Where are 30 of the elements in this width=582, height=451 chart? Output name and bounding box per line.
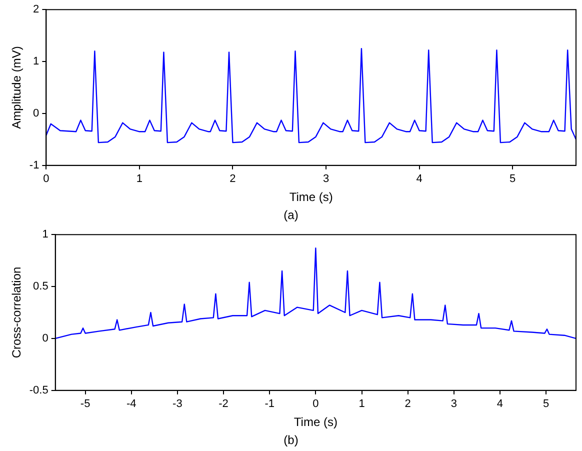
x-tick-label: 4 <box>416 173 422 186</box>
x-tick-label: 4 <box>496 398 504 410</box>
x-tick-label: -5 <box>80 398 90 410</box>
x-tick-label: 5 <box>510 173 516 186</box>
x-axis-title: Time (s) <box>289 190 333 204</box>
y-tick-label: 1 <box>42 228 48 241</box>
y-tick-label: 2 <box>33 4 40 16</box>
x-tick-label: -3 <box>172 398 182 410</box>
y-tick-label: 0 <box>42 332 48 344</box>
x-tick-label: 2 <box>230 173 236 186</box>
y-axis-title: Cross-correlation <box>10 266 24 358</box>
x-tick-label: -4 <box>126 398 136 410</box>
y-axis-title: Amplitude (mV) <box>10 46 24 129</box>
y-tick-label: 0.5 <box>33 280 48 293</box>
y-tick-label: 0 <box>33 108 40 120</box>
text: (b) <box>282 432 300 449</box>
y-tick-label: 1 <box>33 56 40 68</box>
x-tick-label: -2 <box>218 398 228 410</box>
text: (a) <box>282 207 300 224</box>
y-tick-label: -0.5 <box>29 384 48 396</box>
x-tick-label: 3 <box>450 398 457 410</box>
y-tick-label: -1 <box>29 159 40 172</box>
x-tick-label: -1 <box>264 398 274 410</box>
x-tick-label: 2 <box>404 398 411 410</box>
x-tick-label: 1 <box>358 398 365 410</box>
x-tick-label: 3 <box>322 173 330 186</box>
x-tick-label: 1 <box>136 173 143 186</box>
x-axis-title: Time (s) <box>294 415 338 430</box>
x-tick-label: 5 <box>542 398 550 410</box>
x-tick-label: 0 <box>312 398 319 410</box>
